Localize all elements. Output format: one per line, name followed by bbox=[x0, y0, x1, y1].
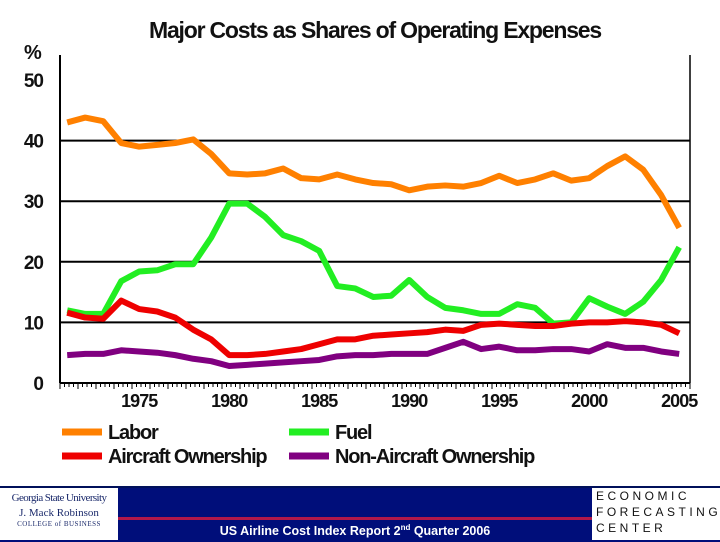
logo-text: J. Mack Robinson bbox=[0, 507, 118, 519]
logo-text: Georgia State University bbox=[0, 492, 118, 504]
line-chart: 0 10 20 30 40 50 1975 1980 1985 1990 1995 2000 2005 L… bbox=[0, 0, 720, 486]
legend-label: Labor bbox=[108, 422, 159, 444]
y-tick-label: 50 bbox=[24, 71, 44, 92]
legend-label: Non-Aircraft Ownership bbox=[335, 446, 535, 468]
x-tick-label: 1985 bbox=[301, 391, 338, 411]
series-line-labor bbox=[67, 118, 679, 228]
y-tick-label: 30 bbox=[24, 192, 44, 213]
series-line-non-aircraft-ownership bbox=[67, 342, 679, 366]
y-tick-label: 0 bbox=[33, 374, 43, 395]
efc-logo: ECONOMIC FORECASTING CENTER bbox=[592, 488, 720, 540]
y-tick-label: 20 bbox=[24, 253, 44, 274]
x-tick-label: 1975 bbox=[121, 391, 158, 411]
x-tick-label: 1980 bbox=[211, 391, 248, 411]
x-tick-label: 2000 bbox=[571, 391, 608, 411]
y-tick-label: 40 bbox=[24, 132, 44, 153]
series-line-aircraft-ownership bbox=[67, 301, 679, 356]
gsu-logo: Georgia State University J. Mack Robinso… bbox=[0, 488, 118, 540]
report-title: US Airline Cost Index Report 2nd Quarter… bbox=[118, 523, 592, 538]
logo-text: COLLEGE of BUSINESS bbox=[0, 520, 118, 528]
y-tick-label: 10 bbox=[24, 313, 44, 334]
legend-label: Fuel bbox=[335, 422, 372, 444]
legend-label: Aircraft Ownership bbox=[108, 446, 267, 468]
logo-text: CENTER bbox=[596, 520, 720, 536]
x-tick-label: 1995 bbox=[481, 391, 518, 411]
logo-text: FORECASTING bbox=[596, 504, 720, 520]
logo-text: ECONOMIC bbox=[596, 488, 720, 504]
divider bbox=[118, 517, 592, 520]
x-tick-label: 2005 bbox=[661, 391, 698, 411]
series-line-fuel bbox=[67, 204, 679, 324]
x-tick-label: 1990 bbox=[391, 391, 428, 411]
